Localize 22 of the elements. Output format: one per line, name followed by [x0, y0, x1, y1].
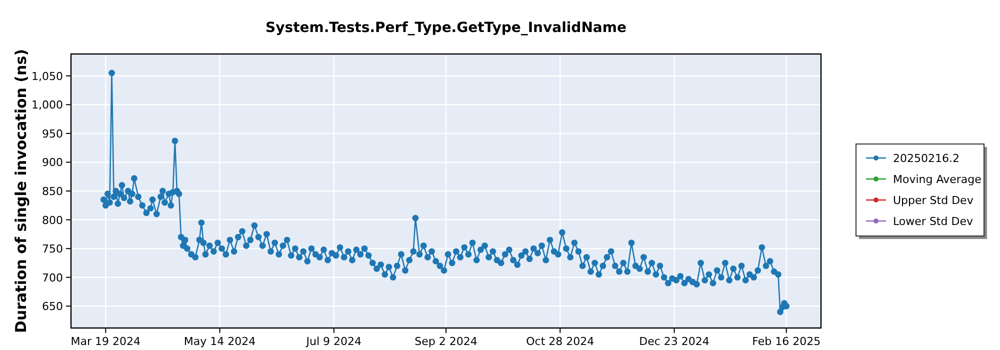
- y-tick-label: 950: [42, 127, 63, 140]
- x-tick-label: Jul 9 2024: [305, 335, 362, 348]
- y-tick-label: 650: [42, 300, 63, 314]
- legend-label: Moving Average: [893, 173, 982, 186]
- y-tick-label: 1,050: [32, 70, 63, 83]
- y-tick-label: 800: [42, 214, 63, 227]
- y-tick-label: 700: [42, 271, 63, 284]
- x-tick-label: Sep 2 2024: [414, 335, 478, 348]
- x-tick-label: Oct 28 2024: [526, 335, 594, 348]
- x-tick-label: Mar 19 2024: [70, 335, 141, 348]
- y-tick-label: 900: [42, 156, 63, 170]
- y-tick-label: 750: [42, 242, 63, 256]
- x-tick-label: May 14 2024: [184, 335, 256, 348]
- legend-label: Lower Std Dev: [893, 215, 974, 228]
- y-tick-label: 1,000: [32, 98, 63, 112]
- y-axis-title: Duration of single invocation (ns): [12, 49, 30, 333]
- x-tick-label: Dec 23 2024: [639, 335, 710, 348]
- legend-label: Upper Std Dev: [893, 194, 974, 207]
- chart-title: System.Tests.Perf_Type.GetType_InvalidName: [266, 20, 626, 36]
- legend-label: 20250216.2: [893, 152, 960, 165]
- y-tick-label: 850: [42, 185, 63, 198]
- x-tick-label: Feb 16 2025: [752, 335, 821, 348]
